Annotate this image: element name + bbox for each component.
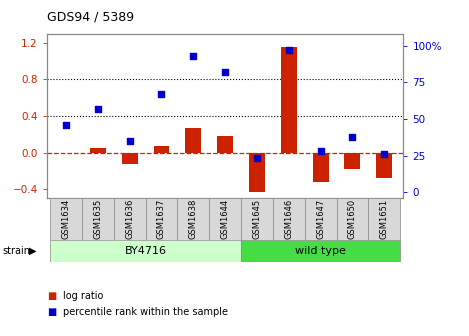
Text: GSM1645: GSM1645 (252, 199, 261, 239)
Bar (249, 153, 265, 192)
Text: GDS94 / 5389: GDS94 / 5389 (47, 10, 134, 24)
Point (221, 70, 229, 75)
Text: ▶: ▶ (29, 246, 37, 256)
Text: ■: ■ (47, 307, 56, 318)
Point (62, 122, 70, 127)
FancyBboxPatch shape (305, 198, 336, 240)
Text: GSM1644: GSM1644 (220, 199, 230, 239)
Text: wild type: wild type (295, 246, 346, 256)
Text: ■: ■ (47, 291, 56, 301)
Bar (153, 146, 169, 153)
Point (126, 138, 133, 143)
Bar (376, 153, 392, 178)
Text: BY4716: BY4716 (125, 246, 166, 256)
Bar (217, 136, 233, 153)
Text: GSM1636: GSM1636 (125, 199, 134, 240)
FancyBboxPatch shape (273, 198, 305, 240)
Bar (313, 153, 329, 182)
Text: GSM1638: GSM1638 (189, 199, 198, 240)
FancyBboxPatch shape (336, 198, 368, 240)
FancyBboxPatch shape (50, 198, 82, 240)
Bar (281, 47, 297, 153)
Bar (90, 148, 106, 153)
FancyBboxPatch shape (241, 240, 400, 262)
Text: GSM1647: GSM1647 (316, 199, 325, 239)
Point (158, 91, 165, 97)
Bar (185, 128, 201, 153)
Text: GSM1650: GSM1650 (348, 199, 357, 239)
FancyBboxPatch shape (368, 198, 400, 240)
Point (253, 156, 261, 161)
Point (380, 152, 388, 157)
Text: log ratio: log ratio (63, 291, 104, 301)
FancyBboxPatch shape (82, 198, 113, 240)
FancyBboxPatch shape (209, 198, 241, 240)
Point (189, 53, 197, 59)
Text: strain: strain (2, 246, 30, 256)
Point (285, 47, 293, 53)
Text: percentile rank within the sample: percentile rank within the sample (63, 307, 228, 318)
Text: GSM1635: GSM1635 (93, 199, 102, 239)
Point (94, 106, 102, 112)
Point (348, 134, 356, 139)
Point (317, 149, 325, 154)
Bar (344, 153, 360, 169)
Text: GSM1651: GSM1651 (380, 199, 389, 239)
FancyBboxPatch shape (50, 240, 241, 262)
Bar (121, 153, 137, 164)
FancyBboxPatch shape (177, 198, 209, 240)
FancyBboxPatch shape (113, 198, 145, 240)
Text: GSM1637: GSM1637 (157, 199, 166, 240)
FancyBboxPatch shape (241, 198, 273, 240)
Text: GSM1646: GSM1646 (284, 199, 293, 239)
FancyBboxPatch shape (145, 198, 177, 240)
Text: GSM1634: GSM1634 (61, 199, 70, 239)
